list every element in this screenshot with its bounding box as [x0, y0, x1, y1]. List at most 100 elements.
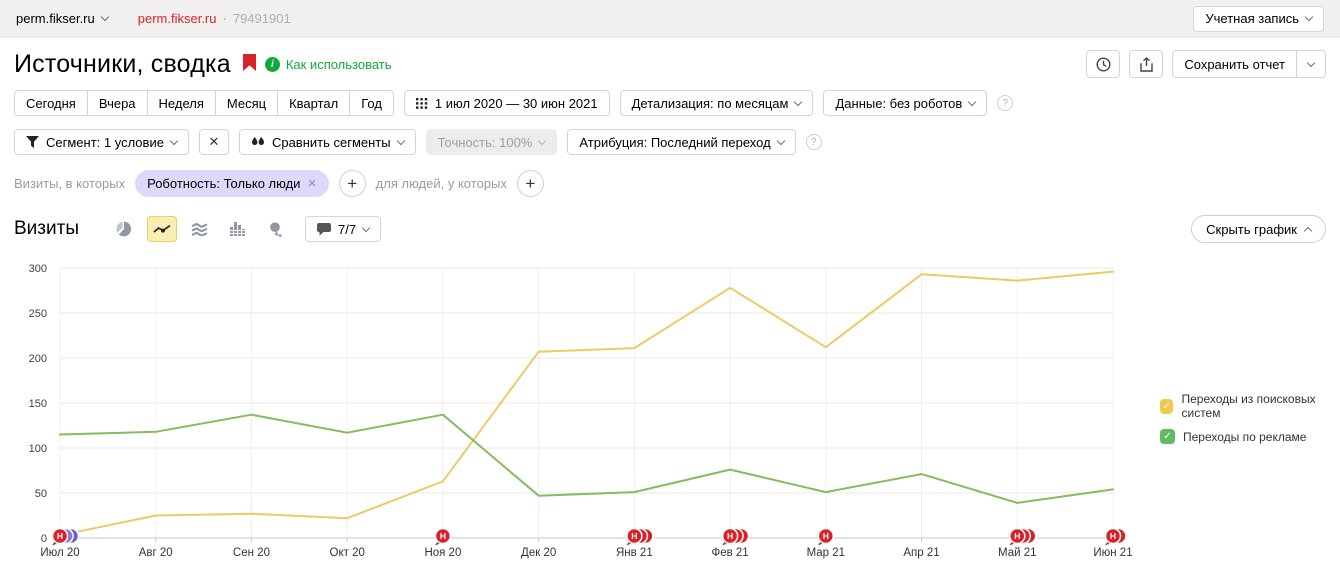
svg-text:Янв 21: Янв 21 [616, 547, 653, 559]
line-chart-icon [153, 224, 171, 233]
counter-info: perm.fikser.ru · 79491901 [138, 11, 291, 26]
visits-line-chart[interactable]: 0 50 100 150 200 250 300 Июл 20 Авг 20 Сен 20 Окт … [0, 254, 1340, 568]
counter-selector[interactable]: perm.fikser.ru [16, 11, 109, 26]
add-people-condition-button[interactable]: + [516, 169, 544, 197]
separator-dot: · [222, 11, 227, 26]
drops-icon [251, 136, 264, 145]
preset-month-button[interactable]: Месяц [214, 90, 279, 116]
svg-text:250: 250 [29, 308, 47, 320]
svg-text:Фев 21: Фев 21 [711, 547, 748, 559]
filter-chip-label: Роботность: Только люди [147, 175, 301, 191]
hide-chart-button[interactable]: Скрыть график [1191, 215, 1326, 243]
svg-text:Н: Н [57, 531, 63, 541]
help-icon[interactable]: ? [997, 95, 1014, 111]
chip-remove-icon[interactable]: ✕ [307, 177, 317, 190]
checkbox-checked-icon[interactable]: ✓ [1160, 429, 1175, 444]
export-button[interactable] [1129, 50, 1164, 78]
svg-text:150: 150 [29, 398, 47, 410]
date-range-button[interactable]: 1 июл 2020 — 30 июн 2021 [403, 90, 610, 116]
chart-type-pie-button[interactable] [109, 216, 139, 242]
period-presets: Сегодня Вчера Неделя Месяц Квартал Год [14, 90, 394, 116]
chevron-down-icon [361, 223, 371, 232]
chevron-down-icon [794, 97, 803, 106]
page-title: Источники, сводка [14, 49, 231, 78]
segment-label: Сегмент: 1 условие [46, 134, 164, 150]
goals-dropdown[interactable]: 7/7 [304, 216, 382, 242]
calendar-icon [415, 97, 428, 109]
svg-text:Апр 21: Апр 21 [903, 547, 939, 559]
preset-quarter-button[interactable]: Квартал [277, 90, 351, 116]
filter-bar: Визиты, в которых Роботность: Только люд… [0, 162, 1340, 204]
preset-week-button[interactable]: Неделя [146, 90, 216, 116]
help-icon[interactable]: ? [805, 134, 822, 150]
comment-icon [316, 222, 331, 236]
svg-text:Н: Н [631, 531, 637, 541]
legend-label: Переходы из поисковых систем [1181, 392, 1316, 420]
attribution-dropdown[interactable]: Атрибуция: Последний переход [567, 129, 796, 155]
chart-type-map-button[interactable] [261, 216, 291, 242]
accuracy-dropdown[interactable]: Точность: 100% [425, 129, 558, 155]
account-button[interactable]: Учетная запись [1193, 5, 1324, 32]
preset-yesterday-button[interactable]: Вчера [86, 90, 148, 116]
chart-type-line-button[interactable] [146, 216, 177, 242]
chart-type-columns-button[interactable] [223, 216, 253, 242]
info-icon: i [264, 56, 280, 72]
filter-chip-robotness[interactable]: Роботность: Только люди ✕ [135, 169, 329, 197]
how-to-use-link[interactable]: Как использовать [285, 56, 392, 72]
share-icon [1140, 56, 1153, 72]
svg-text:Ноя 20: Ноя 20 [424, 547, 461, 559]
svg-text:Май 21: Май 21 [998, 547, 1037, 559]
svg-text:Дек 20: Дек 20 [521, 547, 556, 559]
counter-name: perm.fikser.ru [16, 11, 95, 26]
add-visit-condition-button[interactable]: + [338, 169, 366, 197]
funnel-icon [26, 136, 39, 148]
chevron-down-icon [1306, 58, 1316, 67]
stacked-area-icon [192, 222, 208, 236]
svg-text:Сен 20: Сен 20 [233, 547, 270, 559]
svg-text:Н: Н [1110, 531, 1116, 541]
legend-item-ad-traffic[interactable]: ✓ Переходы по рекламе [1160, 429, 1340, 444]
preset-today-button[interactable]: Сегодня [14, 90, 88, 116]
topbar: perm.fikser.ru perm.fikser.ru · 79491901… [0, 0, 1340, 38]
svg-text:Авг 20: Авг 20 [139, 547, 173, 559]
bookmark-icon[interactable] [242, 54, 256, 76]
svg-text:0: 0 [41, 533, 47, 545]
svg-text:Н: Н [727, 531, 733, 541]
checkbox-checked-icon[interactable]: ✓ [1160, 398, 1174, 414]
detalization-dropdown[interactable]: Детализация: по месяцам [619, 90, 814, 116]
people-condition-label: для людей, у которых [375, 175, 507, 191]
chevron-down-icon [968, 97, 977, 106]
clock-icon [1096, 56, 1111, 72]
pie-chart-icon [116, 221, 132, 237]
data-mode-dropdown[interactable]: Данные: без роботов [823, 90, 988, 116]
metric-title: Визиты [14, 218, 79, 239]
chart-type-area-button[interactable] [185, 216, 215, 242]
chevron-down-icon [776, 136, 785, 145]
hide-chart-label: Скрыть график [1206, 221, 1297, 237]
preset-year-button[interactable]: Год [349, 90, 394, 116]
svg-text:100: 100 [29, 443, 47, 455]
accuracy-label: Точность: 100% [437, 134, 533, 150]
svg-text:Июн 21: Июн 21 [1093, 547, 1132, 559]
visits-chart-area: 0 50 100 150 200 250 300 Июл 20 Авг 20 Сен 20 Окт … [0, 254, 1340, 568]
save-report-dropdown-button[interactable] [1296, 50, 1326, 78]
segment-dropdown[interactable]: Сегмент: 1 условие [14, 129, 189, 155]
save-report-button[interactable]: Сохранить отчет [1172, 50, 1297, 78]
svg-text:Н: Н [440, 531, 446, 541]
map-pin-icon [270, 221, 283, 237]
history-button[interactable] [1086, 50, 1121, 78]
clear-segment-button[interactable]: ✕ [198, 129, 229, 155]
detalization-label: Детализация: по месяцам [631, 95, 789, 111]
chart-legend: ✓ Переходы из поисковых систем ✓ Переход… [1160, 392, 1340, 444]
compare-segments-dropdown[interactable]: Сравнить сегменты [238, 129, 416, 155]
counter-link[interactable]: perm.fikser.ru [137, 11, 217, 26]
svg-text:Мар 21: Мар 21 [807, 547, 846, 559]
report-header: Источники, сводка i Как использовать Сох… [0, 38, 1340, 84]
data-mode-label: Данные: без роботов [835, 95, 963, 111]
svg-text:Окт 20: Окт 20 [330, 547, 365, 559]
columns-chart-icon [230, 222, 246, 236]
legend-item-search-traffic[interactable]: ✓ Переходы из поисковых систем [1160, 392, 1340, 420]
svg-text:Н: Н [823, 531, 829, 541]
counter-id: 79491901 [232, 11, 291, 26]
legend-label: Переходы по рекламе [1183, 429, 1307, 444]
